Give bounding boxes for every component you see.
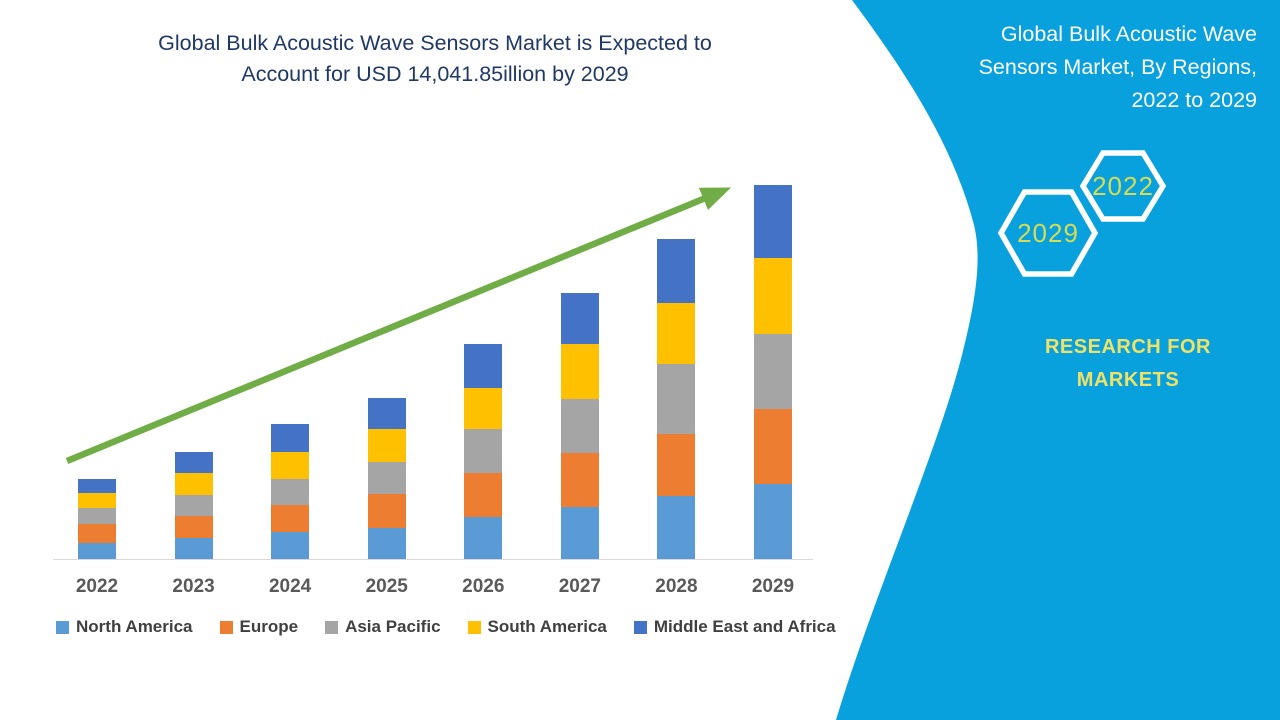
bar-segment-asia-pacific-2028 bbox=[657, 363, 696, 434]
bar-segment-europe-2026 bbox=[464, 473, 503, 518]
bar-segment-asia-pacific-2027 bbox=[560, 399, 599, 453]
legend-label: North America bbox=[76, 617, 193, 636]
hexagon-2022-label: 2022 bbox=[1092, 171, 1154, 201]
bar-segment-north-america-2027 bbox=[560, 507, 599, 559]
bar-segment-europe-2029 bbox=[753, 409, 792, 484]
bar-segment-europe-2024 bbox=[271, 504, 310, 532]
bar-segment-asia-pacific-2024 bbox=[271, 478, 310, 505]
bar-segment-asia-pacific-2022 bbox=[78, 508, 116, 525]
x-axis-label-2029: 2029 bbox=[751, 576, 795, 597]
brand-line2: MARKETS bbox=[1076, 369, 1180, 391]
legend-label: Middle East and Africa bbox=[653, 617, 836, 636]
panel-title-line1: Global Bulk Acoustic Wave bbox=[1000, 22, 1257, 46]
legend-label: Europe bbox=[239, 617, 299, 636]
bar-segment-north-america-2023 bbox=[174, 537, 213, 559]
brand-wordmark: RESEARCH FOR MARKETS bbox=[1018, 331, 1238, 397]
bar-segment-south-america-2022 bbox=[78, 492, 116, 509]
bar-segment-asia-pacific-2025 bbox=[367, 462, 406, 494]
bar-segment-middle-east-and-africa-2026 bbox=[464, 344, 503, 389]
bar-segment-europe-2028 bbox=[657, 433, 696, 496]
bar-segment-north-america-2028 bbox=[657, 496, 696, 559]
bar-segment-middle-east-and-africa-2029 bbox=[753, 185, 792, 259]
bar-segment-europe-2025 bbox=[367, 494, 406, 528]
bar-segment-south-america-2023 bbox=[174, 472, 213, 496]
panel-title: Global Bulk Acoustic Wave Sensors Market… bbox=[927, 18, 1257, 117]
bar-segment-asia-pacific-2023 bbox=[174, 495, 213, 517]
x-axis-label-2024: 2024 bbox=[268, 576, 312, 597]
legend-item-north-america: North America bbox=[56, 617, 193, 637]
brand-line1: RESEARCH FOR bbox=[1044, 336, 1211, 358]
bar-segment-middle-east-and-africa-2025 bbox=[367, 397, 406, 429]
bar-segment-europe-2023 bbox=[174, 516, 213, 538]
bar-segment-north-america-2022 bbox=[78, 542, 116, 559]
legend-item-europe: Europe bbox=[219, 617, 299, 637]
legend-swatch-icon bbox=[633, 620, 647, 634]
legend-swatch-icon bbox=[325, 620, 339, 634]
bar-segment-south-america-2029 bbox=[753, 258, 792, 335]
x-axis-label-2025: 2025 bbox=[365, 576, 408, 597]
legend-label: Asia Pacific bbox=[345, 617, 441, 636]
year-hexagons: 2029 2022 bbox=[997, 150, 1167, 277]
legend-swatch-icon bbox=[56, 620, 69, 634]
panel-title-line3: 2022 to 2029 bbox=[1131, 88, 1257, 112]
bar-segment-europe-2027 bbox=[560, 452, 599, 508]
x-axis-label-2028: 2028 bbox=[655, 576, 698, 597]
bar-segment-north-america-2024 bbox=[271, 531, 310, 559]
bar-segment-south-america-2027 bbox=[560, 344, 599, 400]
chart-title: Global Bulk Acoustic Wave Sensors Market… bbox=[35, 28, 835, 90]
chart-title-line2: Account for USD 14,041.85illion by 2029 bbox=[241, 62, 629, 86]
x-axis-label-2027: 2027 bbox=[558, 576, 601, 597]
chart-legend: North America Europe Asia Pacific South Ame… bbox=[56, 617, 846, 637]
hexagon-2029-label: 2029 bbox=[1017, 218, 1079, 248]
legend-swatch-icon bbox=[219, 620, 233, 634]
legend-label: South America bbox=[487, 617, 607, 636]
legend-item-middle-east-and-africa: Middle East and Africa bbox=[633, 617, 836, 637]
bar-segment-north-america-2025 bbox=[367, 527, 406, 559]
bar-segment-south-america-2024 bbox=[271, 451, 310, 479]
legend-item-south-america: South America bbox=[467, 617, 607, 637]
hexagon-2022 bbox=[1079, 150, 1167, 222]
legend-swatch-icon bbox=[467, 620, 481, 634]
bar-segment-middle-east-and-africa-2023 bbox=[174, 451, 213, 473]
panel-title-line2: Sensors Market, By Regions, bbox=[978, 55, 1257, 79]
bar-segment-middle-east-and-africa-2027 bbox=[560, 292, 599, 345]
x-axis-label-2023: 2023 bbox=[172, 576, 215, 597]
bar-segment-middle-east-and-africa-2028 bbox=[657, 238, 696, 303]
bar-segment-north-america-2026 bbox=[464, 517, 503, 559]
hexagon-2029 bbox=[997, 189, 1099, 277]
x-axis-label-2026: 2026 bbox=[462, 576, 505, 597]
legend-item-asia-pacific: Asia Pacific bbox=[325, 617, 441, 637]
bar-segment-europe-2022 bbox=[78, 524, 116, 543]
bar-segment-asia-pacific-2029 bbox=[753, 334, 792, 410]
x-axis-label-2022: 2022 bbox=[75, 576, 119, 597]
bar-segment-south-america-2028 bbox=[657, 302, 696, 364]
chart-title-line1: Global Bulk Acoustic Wave Sensors Market… bbox=[158, 31, 712, 55]
bar-segment-south-america-2026 bbox=[464, 388, 503, 430]
bar-segment-asia-pacific-2026 bbox=[464, 429, 503, 474]
bar-chart-plot: 2022 2023 2024 2025 2026 2027 2028 2029 bbox=[53, 185, 813, 597]
bar-segment-middle-east-and-africa-2024 bbox=[271, 423, 310, 452]
x-axis-line bbox=[53, 559, 813, 560]
bar-segment-middle-east-and-africa-2022 bbox=[78, 479, 116, 493]
bar-segment-north-america-2029 bbox=[753, 484, 792, 559]
bar-segment-south-america-2025 bbox=[367, 429, 406, 463]
